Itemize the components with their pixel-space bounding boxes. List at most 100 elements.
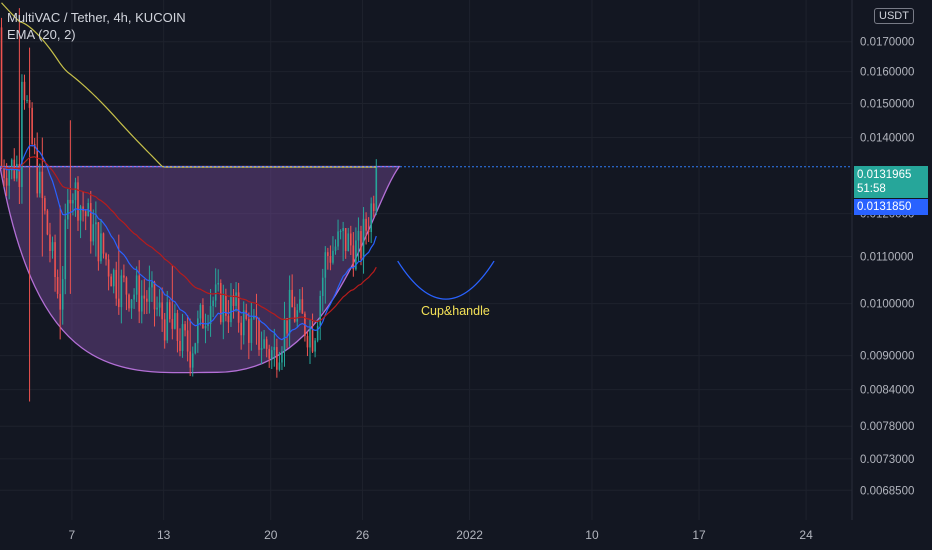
candle-body bbox=[194, 343, 197, 354]
candle-body bbox=[36, 148, 39, 194]
candle-body bbox=[0, 27, 3, 168]
candle-body bbox=[314, 340, 316, 352]
candle-body bbox=[46, 210, 49, 235]
candle-body bbox=[225, 294, 227, 316]
candle-body bbox=[253, 316, 255, 319]
candle-body bbox=[56, 277, 59, 294]
candle-body bbox=[107, 259, 110, 277]
candle-body bbox=[250, 318, 253, 343]
y-tick-label: 0.0078000 bbox=[860, 421, 914, 433]
candle-body bbox=[278, 362, 281, 370]
symbol-title[interactable]: MultiVAC / Tether, 4h, KUCOIN bbox=[7, 10, 186, 25]
candle-body bbox=[242, 310, 245, 336]
candle-body bbox=[118, 298, 120, 308]
candle-body bbox=[347, 233, 350, 252]
candle-body bbox=[102, 233, 105, 254]
candle-body bbox=[230, 295, 232, 323]
candle-body bbox=[316, 325, 319, 341]
candle-body bbox=[202, 304, 204, 329]
candle-body bbox=[263, 339, 265, 349]
x-tick-label: 13 bbox=[157, 528, 171, 542]
candle-body bbox=[276, 347, 278, 370]
candle-body bbox=[212, 300, 214, 307]
candle-body bbox=[125, 277, 128, 295]
candle-body bbox=[176, 313, 179, 341]
candle-body bbox=[54, 242, 56, 278]
candle-body bbox=[235, 292, 237, 306]
last-price-value: 0.0131965 bbox=[857, 169, 912, 181]
candle-body bbox=[21, 81, 23, 187]
candle-body bbox=[161, 302, 163, 320]
candle-body bbox=[265, 339, 268, 349]
y-tick-label: 0.0150000 bbox=[860, 98, 914, 110]
y-tick-label: 0.0068500 bbox=[860, 485, 914, 497]
candle-body bbox=[375, 166, 378, 211]
candle-body bbox=[245, 310, 248, 320]
candle-body bbox=[31, 107, 33, 144]
candle-body bbox=[10, 159, 13, 171]
x-tick-label: 24 bbox=[799, 528, 813, 542]
ema-price-tag: 0.0131850 bbox=[854, 199, 928, 215]
candle-body bbox=[5, 178, 8, 186]
candle-body bbox=[158, 302, 161, 308]
candle-body bbox=[95, 222, 97, 225]
candle-body bbox=[148, 287, 151, 302]
candle-body bbox=[219, 282, 222, 323]
candle-body bbox=[222, 294, 225, 323]
candle-body bbox=[130, 299, 133, 309]
candle-body bbox=[286, 318, 288, 334]
candle-body bbox=[268, 348, 271, 359]
candle-body bbox=[112, 269, 115, 287]
x-tick-label: 10 bbox=[585, 528, 599, 542]
candle-body bbox=[240, 322, 242, 336]
candle-body bbox=[186, 330, 189, 352]
candle-body bbox=[49, 234, 51, 252]
candle-body bbox=[199, 304, 202, 319]
candle-body bbox=[311, 328, 314, 352]
handle-curve bbox=[397, 260, 495, 300]
candle-body bbox=[128, 294, 130, 309]
candle-body bbox=[156, 307, 158, 310]
candle-body bbox=[179, 340, 181, 351]
candles bbox=[0, 8, 378, 402]
candle-body bbox=[100, 233, 102, 262]
currency-button[interactable]: USDT bbox=[874, 8, 914, 24]
candle-body bbox=[321, 277, 324, 297]
candle-body bbox=[334, 246, 337, 251]
y-tick-label: 0.0140000 bbox=[860, 133, 914, 145]
x-tick-label: 2022 bbox=[456, 528, 483, 542]
y-tick-label: 0.0110000 bbox=[860, 252, 914, 264]
candle-body bbox=[61, 279, 64, 310]
candle-body bbox=[67, 199, 69, 220]
candle-body bbox=[13, 159, 16, 179]
candle-body bbox=[181, 324, 184, 351]
candle-body bbox=[248, 319, 250, 343]
candle-body bbox=[115, 269, 118, 299]
candle-body bbox=[191, 353, 194, 368]
candle-body bbox=[153, 282, 156, 310]
y-tick-label: 0.0090000 bbox=[860, 351, 914, 363]
candle-body bbox=[204, 326, 207, 329]
candle-body bbox=[120, 275, 123, 308]
cup-handle-annotation[interactable]: Cup&handle bbox=[421, 304, 490, 318]
candle-body bbox=[281, 351, 283, 363]
ema-20-line bbox=[1, 144, 377, 341]
candle-body bbox=[138, 275, 140, 312]
candle-body bbox=[217, 282, 220, 285]
ema-50-line bbox=[1, 156, 377, 323]
x-tick-label: 17 bbox=[692, 528, 706, 542]
candle-body bbox=[89, 203, 92, 242]
candle-body bbox=[329, 255, 332, 263]
candle-body bbox=[41, 171, 44, 199]
candle-body bbox=[365, 218, 367, 231]
candle-body bbox=[288, 289, 291, 334]
candle-body bbox=[362, 218, 365, 259]
x-tick-label: 20 bbox=[264, 528, 278, 542]
ema-indicator-label[interactable]: EMA (20, 2) bbox=[7, 27, 76, 42]
candle-body bbox=[151, 282, 153, 288]
candle-body bbox=[92, 224, 95, 242]
candle-body bbox=[319, 296, 322, 326]
candle-body bbox=[26, 99, 28, 101]
candle-body bbox=[370, 203, 372, 232]
